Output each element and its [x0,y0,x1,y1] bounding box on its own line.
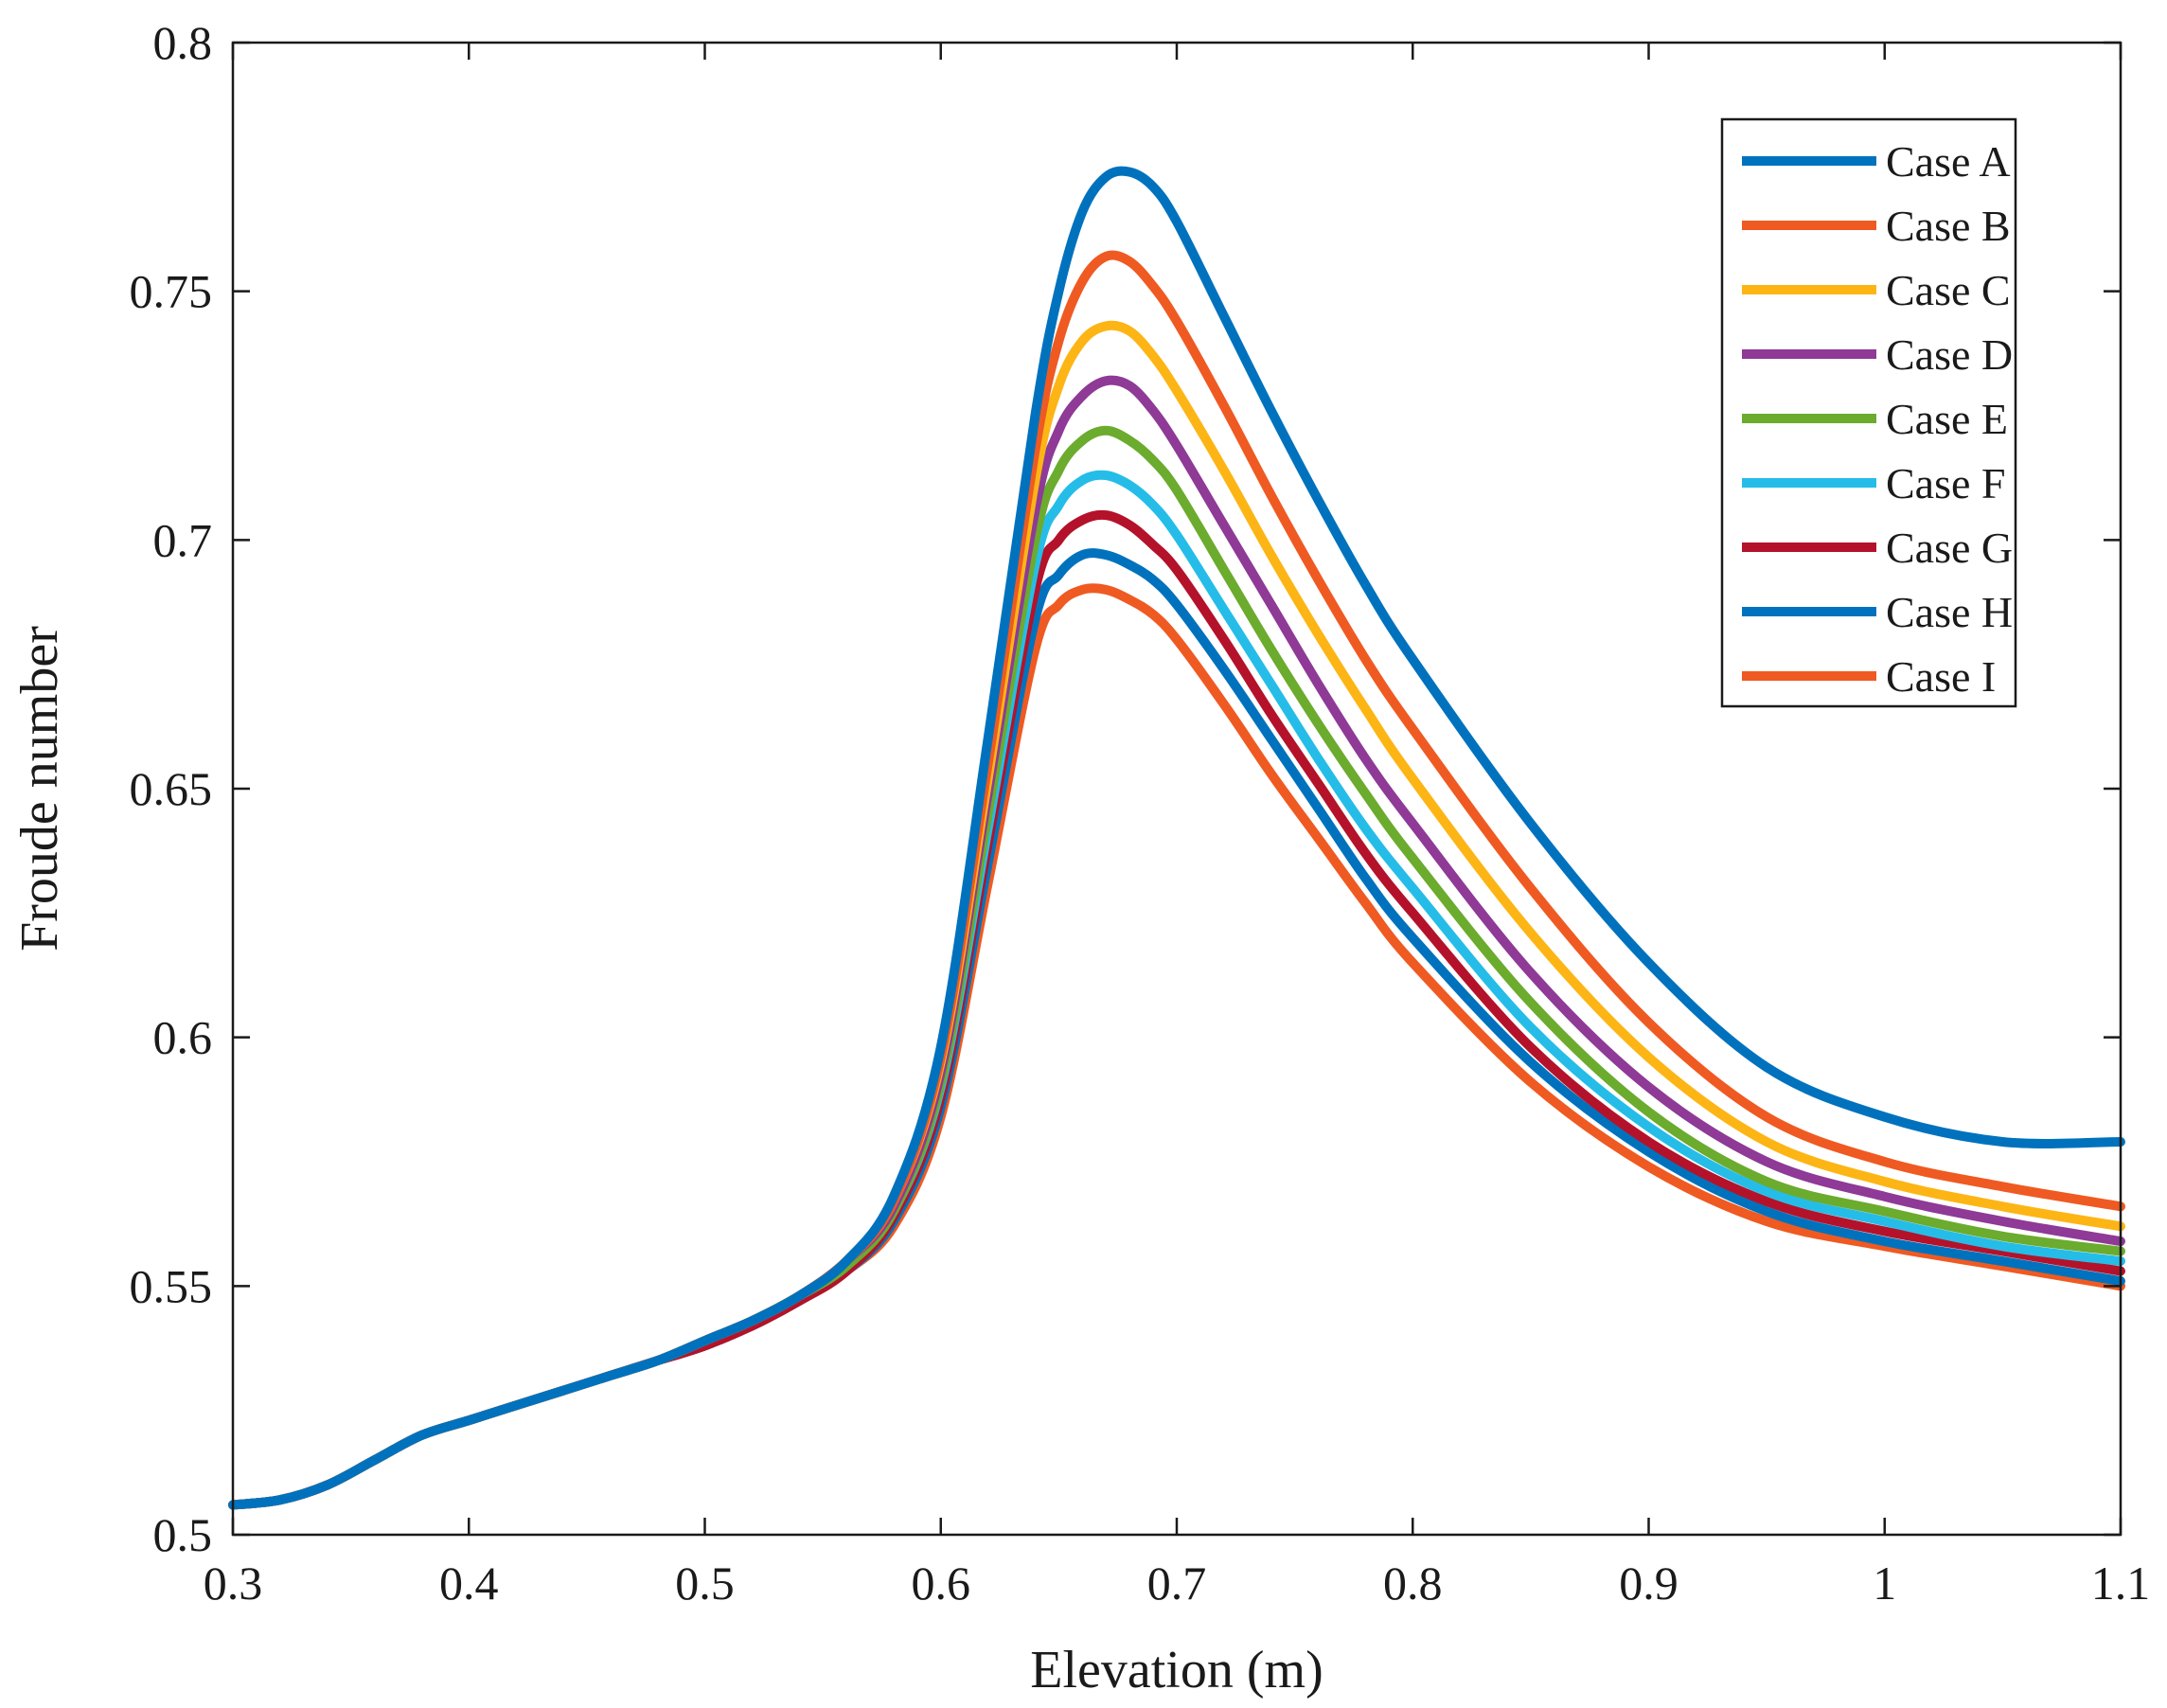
x-tick-label: 0.5 [675,1557,735,1610]
x-tick-label: 0.8 [1383,1557,1443,1610]
series-line-case-a [228,166,2125,1510]
legend-label: Case G [1886,524,2013,572]
series-layer [228,166,2125,1510]
x-tick-label: 0.4 [439,1557,499,1610]
x-tick-label: 1 [1873,1557,1896,1610]
y-tick-label: 0.75 [130,265,213,318]
legend: Case A Case B Case C Case D Case E Case F Case… [1720,117,2017,708]
x-axis-title: Elevation (m) [1030,1641,1323,1699]
legend-label: Case E [1886,395,2008,443]
y-tick-label: 0.8 [153,16,213,69]
y-tick-label: 0.65 [130,762,213,815]
x-tick-label: 1.1 [2091,1557,2151,1610]
legend-label: Case D [1886,330,2013,379]
ticks-layer [231,41,2123,1537]
series-line-case-i [228,583,2125,1510]
legend-label: Case H [1886,588,2013,636]
y-tick-label: 0.55 [130,1259,213,1312]
x-tick-label: 0.9 [1619,1557,1679,1610]
x-tick-label: 0.3 [204,1557,263,1610]
legend-items: Case A Case B Case C Case D Case E Case F Case… [1742,137,2013,701]
y-axis-title: Froude number [10,626,69,952]
x-tick-label: 0.6 [912,1557,971,1610]
legend-label: Case F [1886,459,2006,507]
legend-label: Case C [1886,266,2011,314]
y-tick-label: 0.5 [153,1508,213,1561]
y-tick-label: 0.7 [153,513,213,566]
legend-label: Case B [1886,202,2011,250]
legend-label: Case A [1886,137,2011,186]
legend-label: Case I [1886,652,1996,701]
y-tick-label: 0.6 [153,1011,213,1064]
x-tick-label: 0.7 [1147,1557,1207,1610]
tick-labels-layer: 0.3 0.4 0.5 0.6 0.7 0.8 0.9 1 1.1 0.5 0.55 0.6 0.65 0… [130,16,2151,1610]
